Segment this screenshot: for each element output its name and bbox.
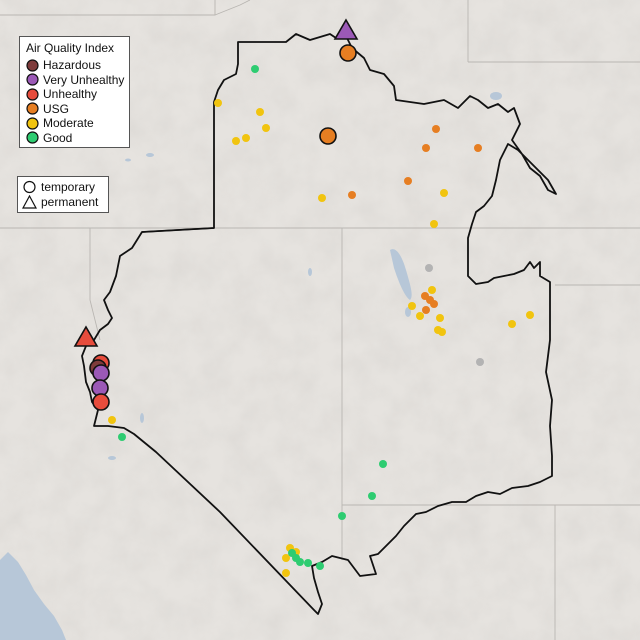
monitor-dot[interactable] (430, 220, 438, 228)
monitor-dot[interactable] (282, 569, 290, 577)
monitor-dot[interactable] (262, 124, 270, 132)
monitor-dot[interactable] (242, 134, 250, 142)
legend-item-unhealthy: Unhealthy (26, 87, 129, 102)
region-inner-outline (141, 227, 215, 233)
monitor-dot[interactable] (118, 433, 126, 441)
monitor-dot[interactable] (318, 194, 326, 202)
legend-item-label: permanent (41, 194, 99, 209)
monitor-dot[interactable] (432, 125, 440, 133)
monitor-dot[interactable] (288, 549, 296, 557)
legend-item-very-unhealthy: Very Unhealthy (26, 73, 129, 88)
legend-swatch-icon (26, 88, 39, 101)
temporary-monitor-marker[interactable] (92, 393, 110, 411)
monitor-dot[interactable] (256, 108, 264, 116)
legend-swatch-icon (26, 59, 39, 72)
legend-item-good: Good (26, 131, 129, 146)
monitor-dot[interactable] (440, 189, 448, 197)
legend-swatch-icon (26, 102, 39, 115)
monitor-dot[interactable] (430, 300, 438, 308)
monitor-dot[interactable] (422, 144, 430, 152)
large-monitor-markers (73, 18, 359, 411)
legend-item-label: USG (43, 101, 70, 116)
monitor-dot[interactable] (316, 562, 324, 570)
legend-item-label: Hazardous (43, 58, 102, 73)
aqi-legend: Air Quality Index Hazardous Very Unhealth… (19, 36, 130, 148)
legend-item-label: Very Unhealthy (43, 72, 125, 87)
legend-item-label: Unhealthy (43, 87, 98, 102)
permanent-monitor-marker[interactable] (333, 18, 359, 40)
monitor-dot[interactable] (428, 286, 436, 294)
monitor-dot[interactable] (408, 302, 416, 310)
legend-item-hazardous: Hazardous (26, 58, 129, 73)
monitor-dot[interactable] (304, 559, 312, 567)
monitor-type-legend: temporary permanent (17, 176, 109, 213)
legend-item-label: temporary (41, 180, 96, 195)
legend-item-temporary: temporary (22, 180, 108, 195)
monitor-dot[interactable] (422, 306, 430, 314)
legend-item-label: Moderate (43, 116, 94, 131)
monitor-dot[interactable] (404, 177, 412, 185)
monitor-dot[interactable] (434, 326, 442, 334)
temporary-monitor-marker[interactable] (339, 44, 357, 62)
legend-swatch-icon (26, 73, 39, 86)
legend-item-label: Good (43, 130, 73, 145)
circle-icon (23, 181, 36, 194)
monitor-dot[interactable] (214, 99, 222, 107)
monitor-dot[interactable] (416, 312, 424, 320)
monitor-dot[interactable] (379, 460, 387, 468)
monitor-dot[interactable] (282, 554, 290, 562)
temporary-monitor-marker[interactable] (92, 364, 110, 382)
temporary-monitor-marker[interactable] (319, 127, 337, 145)
region-outline (81, 33, 557, 615)
monitor-dot[interactable] (526, 311, 534, 319)
legend-item-moderate: Moderate (26, 116, 129, 131)
legend-item-permanent: permanent (22, 194, 108, 210)
monitor-dot[interactable] (338, 512, 346, 520)
monitor-dot[interactable] (508, 320, 516, 328)
small-monitor-markers (108, 65, 534, 577)
monitor-dot[interactable] (436, 314, 444, 322)
monitor-dot[interactable] (474, 144, 482, 152)
legend-swatch-icon (26, 131, 39, 144)
aqi-legend-title: Air Quality Index (26, 41, 115, 55)
monitor-dot[interactable] (108, 416, 116, 424)
monitor-dot[interactable] (232, 137, 240, 145)
monitor-dot[interactable] (251, 65, 259, 73)
legend-swatch-icon (26, 117, 39, 130)
no-data-monitors (425, 264, 484, 366)
monitor-dot[interactable] (348, 191, 356, 199)
permanent-monitor-marker[interactable] (73, 325, 99, 347)
triangle-icon (22, 194, 37, 209)
legend-item-usg: USG (26, 102, 129, 117)
lakes (108, 92, 502, 460)
monitor-dot[interactable] (368, 492, 376, 500)
ocean (0, 552, 66, 640)
